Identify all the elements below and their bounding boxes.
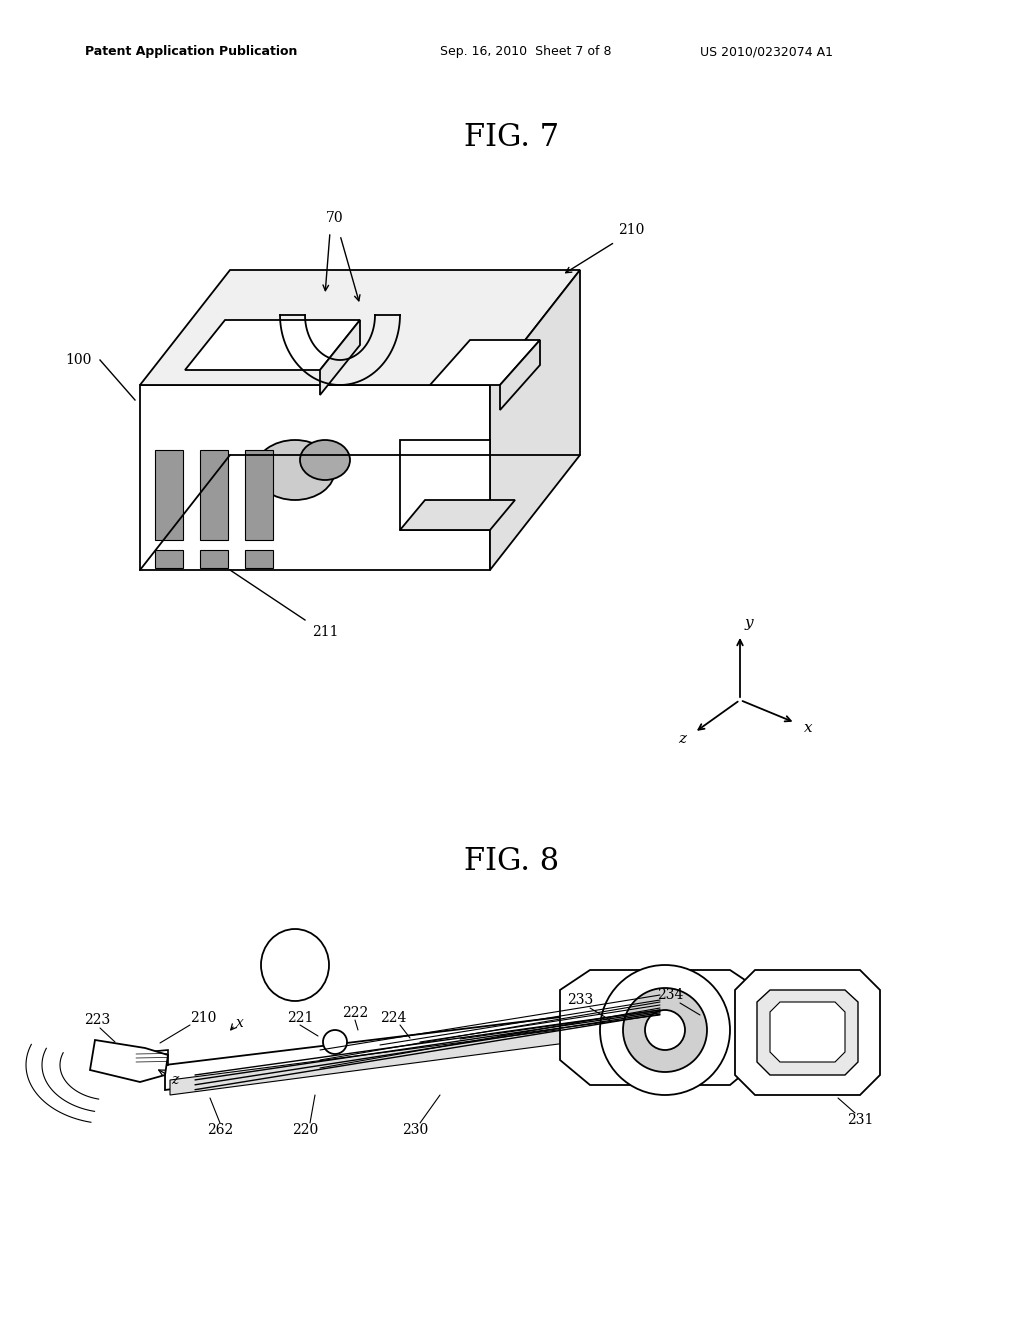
Ellipse shape [261, 929, 329, 1001]
Polygon shape [490, 271, 580, 570]
Polygon shape [245, 550, 273, 568]
Circle shape [323, 1030, 347, 1053]
Polygon shape [757, 990, 858, 1074]
Text: 100: 100 [66, 352, 92, 367]
Polygon shape [735, 970, 880, 1096]
Circle shape [645, 1010, 685, 1049]
Text: x: x [804, 721, 812, 735]
Text: 210: 210 [190, 1011, 216, 1026]
Polygon shape [170, 1018, 650, 1096]
Text: x: x [237, 1016, 244, 1030]
Polygon shape [140, 271, 580, 385]
Polygon shape [200, 450, 228, 540]
Text: Sep. 16, 2010  Sheet 7 of 8: Sep. 16, 2010 Sheet 7 of 8 [440, 45, 611, 58]
Text: FIG. 8: FIG. 8 [465, 846, 559, 878]
Text: 70: 70 [327, 211, 344, 224]
Text: 221: 221 [287, 1011, 313, 1026]
Polygon shape [500, 341, 540, 411]
Polygon shape [560, 970, 760, 1085]
Circle shape [623, 987, 707, 1072]
Text: 234: 234 [656, 987, 683, 1002]
Polygon shape [200, 550, 228, 568]
Text: 222: 222 [342, 1006, 368, 1020]
Text: US 2010/0232074 A1: US 2010/0232074 A1 [700, 45, 833, 58]
Polygon shape [400, 440, 490, 531]
Text: z: z [171, 1073, 178, 1086]
Polygon shape [140, 385, 490, 570]
Circle shape [600, 965, 730, 1096]
Text: 231: 231 [847, 1113, 873, 1127]
Polygon shape [430, 341, 540, 385]
Text: 210: 210 [618, 223, 644, 238]
Polygon shape [245, 450, 273, 540]
Text: 220: 220 [292, 1123, 318, 1137]
Text: z: z [678, 731, 686, 746]
Polygon shape [155, 450, 183, 540]
Text: Patent Application Publication: Patent Application Publication [85, 45, 297, 58]
Polygon shape [185, 319, 360, 370]
Text: 230: 230 [401, 1123, 428, 1137]
Polygon shape [400, 500, 515, 531]
Polygon shape [165, 1005, 660, 1090]
Polygon shape [155, 550, 183, 568]
Text: 223: 223 [84, 1012, 111, 1027]
Text: 224: 224 [380, 1011, 407, 1026]
Text: 262: 262 [207, 1123, 233, 1137]
Text: y: y [745, 616, 754, 630]
Polygon shape [319, 319, 360, 395]
Ellipse shape [300, 440, 350, 480]
Ellipse shape [255, 440, 335, 500]
Text: FIG. 7: FIG. 7 [465, 123, 559, 153]
Polygon shape [90, 1040, 168, 1082]
Text: 233: 233 [567, 993, 593, 1007]
Text: 211: 211 [311, 624, 338, 639]
Polygon shape [135, 1049, 168, 1068]
Polygon shape [770, 1002, 845, 1063]
